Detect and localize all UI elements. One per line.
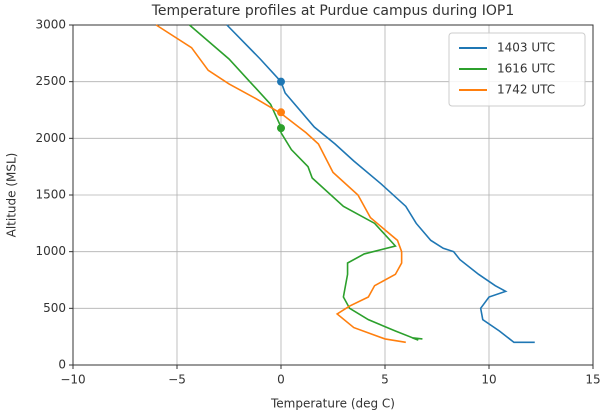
x-tick-label: 0: [277, 373, 285, 387]
legend-label: 1403 UTC: [497, 41, 555, 55]
chart-title: Temperature profiles at Purdue campus du…: [151, 3, 515, 19]
x-axis-label: Temperature (deg C): [270, 397, 395, 411]
profile-line: [188, 24, 423, 341]
profile-line: [155, 24, 406, 344]
x-tick-label: 15: [585, 373, 600, 387]
y-tick-label: 0: [58, 358, 66, 372]
legend-label: 1616 UTC: [497, 62, 555, 76]
profile-marker: [277, 108, 285, 117]
y-tick-label: 2500: [35, 74, 66, 88]
y-tick-label: 2000: [35, 131, 66, 145]
legend-box: [448, 32, 586, 107]
y-tick-label: 3000: [35, 18, 66, 32]
y-tick-label: 1500: [35, 188, 66, 202]
x-tick-label: 5: [381, 373, 389, 387]
legend-label: 1742 UTC: [497, 83, 555, 97]
x-tick-label: −5: [168, 373, 186, 387]
y-tick-label: 500: [43, 301, 66, 315]
x-tick-label: 10: [481, 373, 496, 387]
profile-marker: [277, 77, 285, 86]
y-axis-label: Altitude (MSL): [5, 153, 19, 238]
profile-line: [226, 24, 535, 344]
profile-marker: [277, 124, 285, 133]
plot-frame: [72, 24, 594, 366]
x-tick-label: −10: [60, 373, 85, 387]
y-tick-label: 1000: [35, 244, 66, 258]
